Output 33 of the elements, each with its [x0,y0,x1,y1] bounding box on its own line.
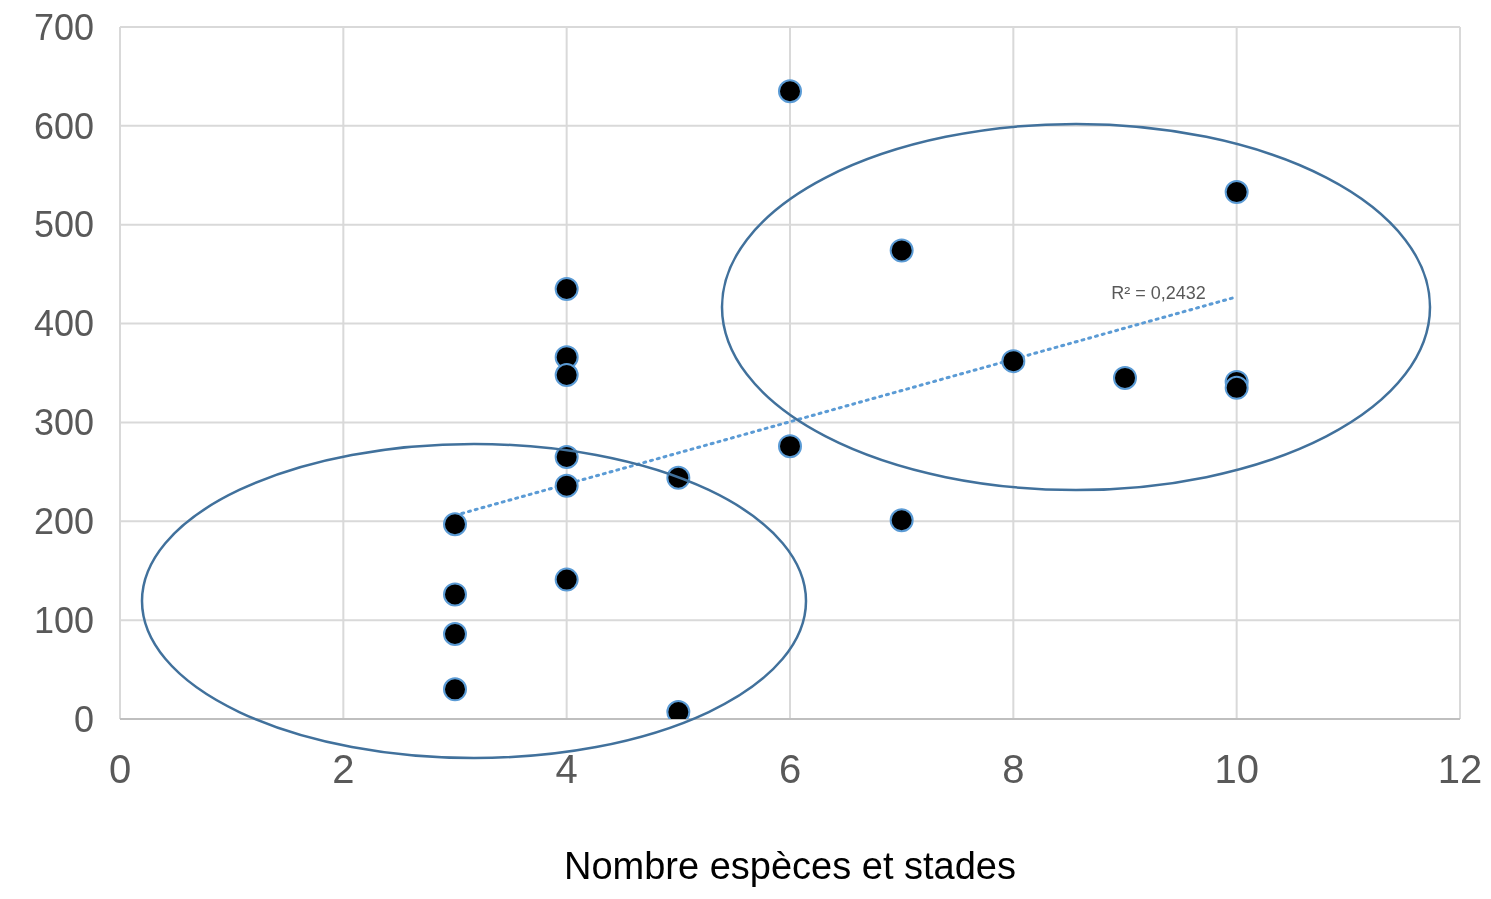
point [554,276,579,301]
annotation: R² = 0,2432 [1111,282,1206,303]
x-tick-label: 10 [1214,747,1259,792]
point [443,512,467,537]
y-tick-label: 0 [73,698,94,740]
x-tick-label: 0 [108,747,132,792]
x-tick-label: 6 [778,747,802,792]
point [443,621,467,646]
y-tick-label: 700 [33,6,94,48]
x-axis-title: Nombre espèces et stades [563,845,1017,887]
y-tick-label: 400 [33,303,94,345]
point [1224,375,1249,400]
y-tick-label: 500 [33,204,94,246]
point [554,362,579,387]
point [889,238,914,263]
x-tick-label: 8 [1002,747,1025,792]
x-tick-label: 4 [555,747,578,792]
point [1001,349,1026,374]
point [1224,180,1249,205]
y-tick-label: 200 [33,501,94,543]
point [443,582,467,607]
point [778,434,802,459]
y-tick-label: 100 [33,599,94,641]
y-tick-label: 600 [33,105,94,147]
x-tick-label: 2 [332,747,355,792]
point [1113,365,1137,390]
point [554,567,579,592]
point [443,677,467,702]
point [778,79,802,104]
x-tick-label: 12 [1437,747,1483,792]
point [889,508,914,533]
y-tick-label: 300 [33,402,94,444]
point [554,473,579,498]
